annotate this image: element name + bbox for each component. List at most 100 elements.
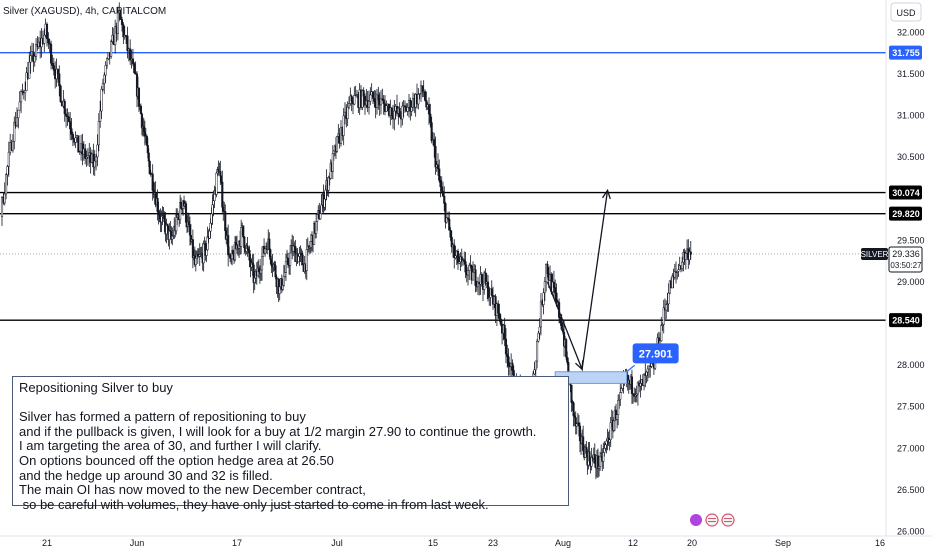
candle-body <box>499 318 502 325</box>
candle-body <box>486 281 490 300</box>
candle-body <box>257 267 260 273</box>
candle-body <box>460 256 463 261</box>
candle-body <box>456 250 460 264</box>
candle-body <box>147 152 150 162</box>
candle-body <box>418 93 421 95</box>
candle-body <box>253 277 256 283</box>
candle-body <box>444 203 447 223</box>
candle-body <box>409 100 412 112</box>
candle-body <box>342 115 345 136</box>
note-line: Repositioning Silver to buy <box>19 380 173 395</box>
candle-body <box>471 271 475 281</box>
candle-body <box>93 160 96 168</box>
candle-body <box>264 248 267 254</box>
candle-body <box>20 91 23 103</box>
candle-body <box>498 312 501 320</box>
candle-body <box>441 190 445 197</box>
candle-body <box>401 105 404 120</box>
level-price-tag <box>889 185 922 200</box>
candle-body <box>104 64 107 76</box>
candle-body <box>59 85 62 103</box>
level-price-tag-label: 29.820 <box>892 209 920 219</box>
candle-body <box>560 322 563 330</box>
level-price-tag-label: 28.540 <box>892 316 920 326</box>
candle-body <box>315 221 318 234</box>
candle-body <box>278 286 281 294</box>
candle-body <box>381 98 384 101</box>
candle-body <box>148 160 151 174</box>
time-tick-label: Aug <box>555 538 571 548</box>
candle-body <box>268 238 271 250</box>
candle-body <box>598 466 601 469</box>
candle-body <box>327 176 330 191</box>
candle-body <box>438 168 441 181</box>
candle-body <box>617 399 620 415</box>
candle-body <box>596 455 600 469</box>
candle-body <box>446 217 450 220</box>
candle-body <box>18 101 21 111</box>
candle-body <box>205 249 208 256</box>
candle-body <box>361 90 364 108</box>
candle-body <box>379 98 383 106</box>
candle-body <box>546 263 549 274</box>
candle-body <box>86 155 89 158</box>
candle-body <box>48 42 51 45</box>
time-tick-label: 15 <box>428 538 438 548</box>
time-tick-label: 23 <box>488 538 498 548</box>
time-axis[interactable]: 21 Jun 17 Jul 15 23 Aug 12 20 Sep 16 <box>0 535 932 548</box>
candle-body <box>163 214 166 223</box>
candle-body <box>7 151 10 167</box>
candle-body <box>139 105 142 115</box>
candle-body <box>429 113 432 123</box>
candle-body <box>335 136 339 152</box>
level-price-tag-label: 30.074 <box>892 188 920 198</box>
candle-body <box>689 251 692 255</box>
candle-body <box>270 259 273 266</box>
candle-body <box>410 107 413 112</box>
candle-body <box>511 362 514 371</box>
candle-body <box>78 151 81 153</box>
candle-body <box>497 303 500 314</box>
symbol-tag-label: SILVER <box>861 250 889 259</box>
candle-body <box>180 201 183 209</box>
candle-body <box>453 244 456 259</box>
candle-body <box>301 254 304 266</box>
candle-body <box>684 253 687 260</box>
candle-body <box>332 150 335 154</box>
time-tick-label: Jul <box>331 538 343 548</box>
candle-body <box>47 38 50 44</box>
candle-body <box>56 68 59 75</box>
candle-body <box>96 144 99 158</box>
price-axis[interactable]: USD 32.000 31.500 31.000 30.500 29.500 29.000 2… <box>861 0 932 550</box>
candle-body <box>385 105 388 112</box>
candle-body <box>621 383 624 389</box>
candle-body <box>635 393 638 396</box>
last-price-tag <box>888 246 923 273</box>
candle-body <box>434 146 437 168</box>
symbol-tag <box>861 247 888 260</box>
candle-body <box>398 107 401 118</box>
candle-body <box>143 131 146 137</box>
candle-body <box>667 292 670 305</box>
candle-body <box>140 113 143 129</box>
candle-body <box>448 218 451 231</box>
candle-body <box>433 139 436 147</box>
candle-body <box>52 65 55 71</box>
candle-body <box>469 264 472 267</box>
chart-title: Silver (XAGUSD), 4h, CAPITALCOM <box>3 6 167 17</box>
candle-body <box>17 109 20 119</box>
time-tick-label: 17 <box>232 538 242 548</box>
note-line: so be careful with volumes, they have on… <box>19 496 489 512</box>
candle-body <box>574 417 577 427</box>
candle-body <box>202 243 205 264</box>
candle-body <box>542 292 545 305</box>
candle-body <box>168 230 171 240</box>
candle-body <box>350 95 353 102</box>
candle-body <box>673 271 676 278</box>
candle-body <box>575 423 578 427</box>
candle-body <box>506 353 509 357</box>
candle-body <box>95 156 98 162</box>
candle-body <box>316 214 319 222</box>
candle-body <box>229 254 232 259</box>
